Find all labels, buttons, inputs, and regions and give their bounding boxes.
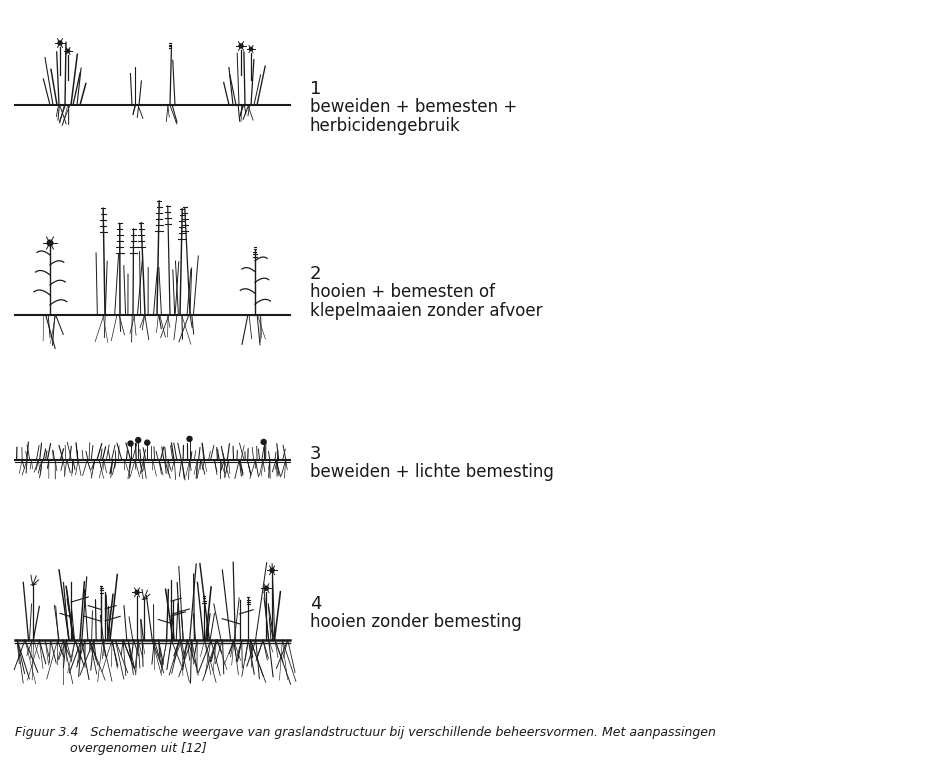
Circle shape <box>260 439 266 444</box>
Circle shape <box>67 49 70 52</box>
Text: 3: 3 <box>310 445 321 463</box>
Circle shape <box>128 441 133 446</box>
Circle shape <box>135 591 139 594</box>
Text: 4: 4 <box>310 595 321 613</box>
Text: overgenomen uit [12]: overgenomen uit [12] <box>70 742 207 755</box>
Circle shape <box>270 568 273 572</box>
Text: 1: 1 <box>310 80 321 98</box>
Circle shape <box>187 436 192 441</box>
Text: beweiden + lichte bemesting: beweiden + lichte bemesting <box>310 463 553 481</box>
Text: hooien + bemesten of: hooien + bemesten of <box>310 283 494 301</box>
Circle shape <box>239 44 243 48</box>
Circle shape <box>57 41 62 45</box>
Circle shape <box>249 47 252 51</box>
Text: 2: 2 <box>310 265 321 283</box>
Text: herbicidengebruik: herbicidengebruik <box>310 117 460 135</box>
Circle shape <box>264 586 268 590</box>
Text: klepelmaaien zonder afvoer: klepelmaaien zonder afvoer <box>310 302 542 320</box>
Circle shape <box>135 438 141 443</box>
Circle shape <box>145 440 149 445</box>
Text: hooien zonder bemesting: hooien zonder bemesting <box>310 613 521 631</box>
Circle shape <box>47 241 53 246</box>
Text: Figuur 3.4   Schematische weergave van graslandstructuur bij verschillende behee: Figuur 3.4 Schematische weergave van gra… <box>15 726 715 739</box>
Text: beweiden + bemesten +: beweiden + bemesten + <box>310 98 516 116</box>
